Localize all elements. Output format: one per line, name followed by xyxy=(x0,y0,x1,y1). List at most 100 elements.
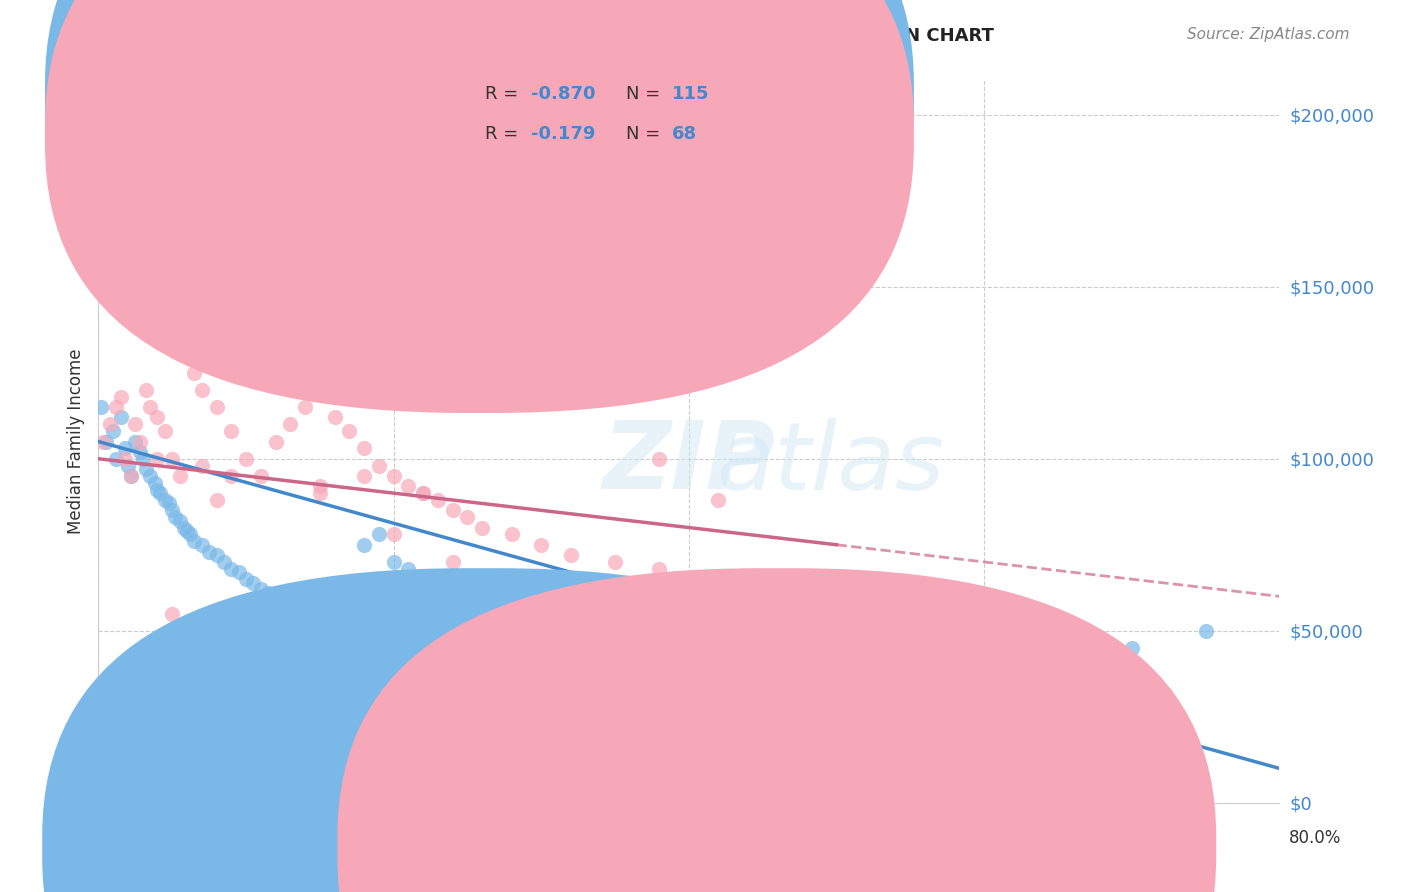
Point xyxy=(605,644,627,658)
Point xyxy=(169,469,191,483)
Point xyxy=(280,599,302,614)
Point xyxy=(752,627,775,641)
Text: IMMIGRANTS FROM MEXICO VS SCOTCH-IRISH MEDIAN FAMILY INCOME CORRELATION CHART: IMMIGRANTS FROM MEXICO VS SCOTCH-IRISH M… xyxy=(56,27,994,45)
Point xyxy=(176,349,198,363)
Point xyxy=(707,610,730,624)
Point xyxy=(530,538,553,552)
Point xyxy=(723,616,745,631)
Point xyxy=(250,582,273,597)
Point xyxy=(368,458,391,473)
Point xyxy=(412,486,434,500)
Text: Immigrants from Mexico: Immigrants from Mexico xyxy=(506,838,709,855)
Text: N =: N = xyxy=(626,85,665,103)
Point xyxy=(737,624,759,638)
Point xyxy=(766,590,789,604)
Point xyxy=(242,575,264,590)
Point xyxy=(309,383,332,397)
Point xyxy=(103,424,125,438)
Point xyxy=(162,607,183,621)
Point xyxy=(382,555,405,569)
Point xyxy=(235,624,257,638)
Point xyxy=(294,610,316,624)
Point xyxy=(221,469,243,483)
Point xyxy=(811,640,834,655)
Text: atlas: atlas xyxy=(717,417,945,508)
Point xyxy=(782,634,804,648)
Point xyxy=(149,486,172,500)
Y-axis label: Median Family Income: Median Family Income xyxy=(66,349,84,534)
Point xyxy=(146,483,169,497)
Text: Source: ZipAtlas.com: Source: ZipAtlas.com xyxy=(1187,27,1350,42)
Point xyxy=(169,514,191,528)
Point xyxy=(441,555,464,569)
Point xyxy=(90,400,112,414)
Point xyxy=(368,527,391,541)
Point xyxy=(146,451,169,466)
Point xyxy=(1195,624,1218,638)
Point xyxy=(157,496,180,510)
Point xyxy=(398,479,420,493)
Point xyxy=(619,648,641,662)
Text: ZIP: ZIP xyxy=(603,417,775,509)
Point xyxy=(120,469,142,483)
Point xyxy=(105,451,128,466)
Point xyxy=(841,648,863,662)
Point xyxy=(457,194,479,208)
Point xyxy=(678,572,700,586)
Point xyxy=(176,331,198,345)
Point xyxy=(132,451,155,466)
Point xyxy=(110,390,132,404)
Point xyxy=(114,451,136,466)
Point xyxy=(427,579,450,593)
Point xyxy=(205,400,228,414)
Point xyxy=(575,590,598,604)
Point xyxy=(117,458,139,473)
Point xyxy=(766,631,789,645)
Point xyxy=(457,596,479,610)
Point xyxy=(546,631,568,645)
Point xyxy=(110,410,132,425)
Point xyxy=(1047,692,1070,706)
Point xyxy=(1002,679,1025,693)
Point xyxy=(309,486,332,500)
Point xyxy=(648,655,671,669)
Point xyxy=(250,469,273,483)
Point xyxy=(959,672,981,686)
Point xyxy=(382,527,405,541)
Point xyxy=(91,434,114,449)
Point xyxy=(471,520,494,534)
Point xyxy=(441,590,464,604)
Point xyxy=(825,631,848,645)
Point xyxy=(191,383,214,397)
Point xyxy=(1121,640,1143,655)
Point xyxy=(183,534,205,549)
Point xyxy=(198,544,221,558)
Point xyxy=(316,624,339,638)
Point xyxy=(825,644,848,658)
Point xyxy=(678,662,700,676)
Point xyxy=(634,651,657,665)
Point xyxy=(427,493,450,508)
Text: -0.870: -0.870 xyxy=(531,85,596,103)
Point xyxy=(929,665,952,679)
Point xyxy=(501,572,523,586)
Point xyxy=(264,590,287,604)
Point xyxy=(323,616,346,631)
Point xyxy=(94,434,117,449)
Point xyxy=(530,624,553,638)
Point xyxy=(271,596,294,610)
Point xyxy=(605,286,627,301)
Point xyxy=(139,469,162,483)
Text: R =: R = xyxy=(485,85,524,103)
Point xyxy=(221,424,243,438)
Point xyxy=(530,262,553,277)
Point xyxy=(105,400,128,414)
Point xyxy=(143,475,166,490)
Point xyxy=(900,658,922,673)
Point xyxy=(353,538,375,552)
Point xyxy=(235,572,257,586)
Point xyxy=(398,562,420,576)
Point xyxy=(124,417,146,432)
Point xyxy=(153,424,176,438)
Point xyxy=(575,638,598,652)
